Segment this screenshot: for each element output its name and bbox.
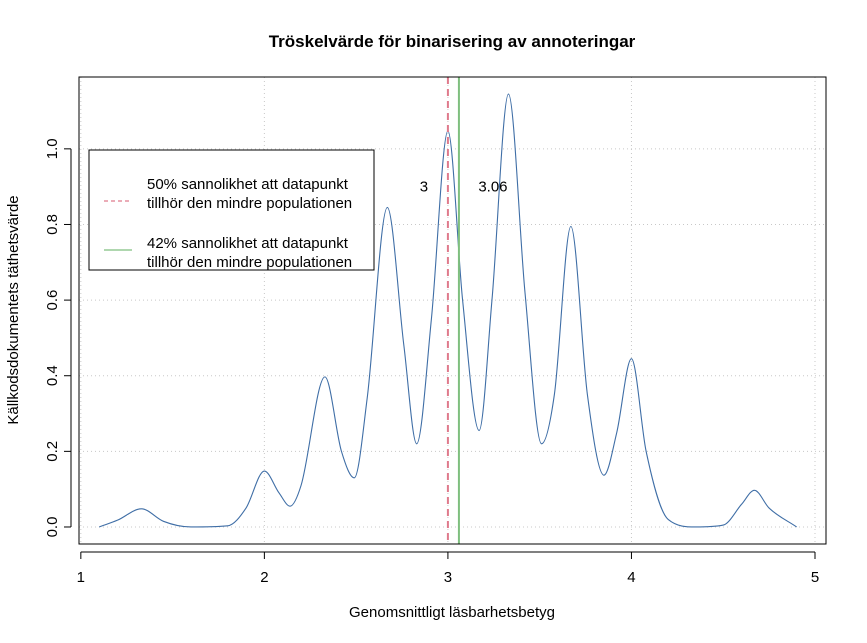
legend-entry-50pct-line1: 50% sannolikhet att datapunkt — [147, 176, 349, 193]
density-curve-0 — [98, 93, 797, 528]
x-tick-label-0: 1 — [77, 569, 85, 586]
chart-title: Tröskelvärde för binarisering av annoter… — [269, 32, 636, 51]
x-axis-label: Genomsnittligt läsbarhetsbetyg — [349, 604, 555, 621]
legend: 50% sannolikhet att datapunkt tillhör de… — [88, 149, 375, 271]
threshold-label-1: 3.06 — [478, 179, 507, 196]
y-tick-label-5: 1.0 — [44, 138, 61, 159]
y-axis: 0.0 0.2 0.4 0.6 0.8 1.0 — [44, 138, 72, 538]
threshold-lines — [446, 77, 460, 544]
x-axis: 1 2 3 4 5 — [77, 551, 819, 586]
x-tick-label-4: 5 — [811, 569, 819, 586]
y-tick-label-4: 0.8 — [44, 214, 61, 235]
x-tick-label-2: 3 — [444, 569, 452, 586]
legend-box — [88, 149, 375, 271]
y-tick-label-0: 0.0 — [44, 517, 61, 538]
threshold-label-0: 3 — [420, 179, 428, 196]
y-tick-label-3: 0.6 — [44, 290, 61, 311]
y-tick-label-2: 0.4 — [44, 365, 61, 386]
legend-entry-42pct-line1: 42% sannolikhet att datapunkt — [147, 235, 349, 252]
y-tick-label-1: 0.2 — [44, 441, 61, 462]
grid — [79, 77, 826, 544]
x-tick-label-1: 2 — [260, 569, 268, 586]
density-series — [98, 93, 797, 528]
x-tick-label-3: 4 — [627, 569, 635, 586]
plot-frame — [78, 76, 827, 545]
legend-entry-50pct-line2: tillhör den mindre populationen — [147, 195, 352, 212]
threshold-annotations: 3 3.06 — [420, 179, 508, 196]
legend-entry-42pct-line2: tillhör den mindre populationen — [147, 254, 352, 271]
y-axis-label: Källkodsdokumentets täthetsvärde — [5, 195, 22, 424]
